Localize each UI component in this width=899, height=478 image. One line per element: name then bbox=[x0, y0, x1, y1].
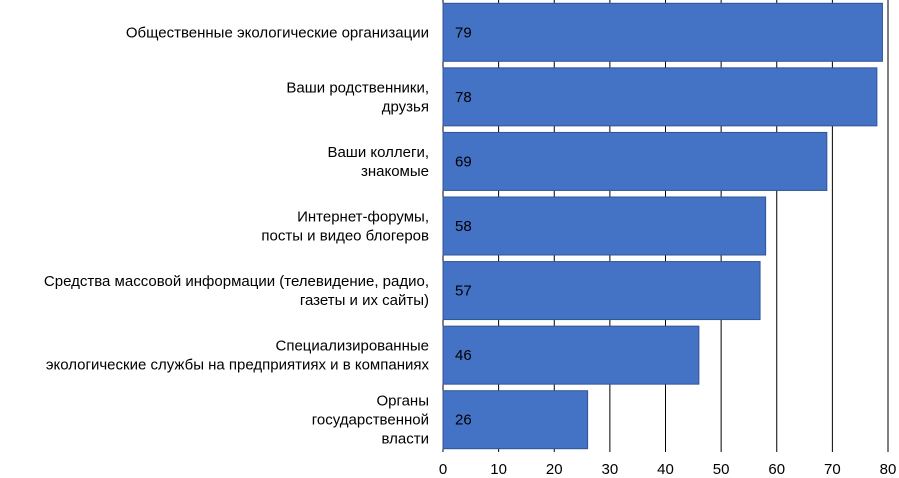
bars bbox=[442, 2, 883, 450]
x-axis-ticks: 0 10 20 30 40 50 60 70 80 bbox=[439, 461, 897, 478]
category-label: Органы государственной власти bbox=[312, 393, 429, 448]
data-label: 69 bbox=[455, 153, 472, 170]
x-tick-label: 10 bbox=[490, 461, 507, 478]
data-label: 46 bbox=[455, 347, 472, 364]
bar bbox=[442, 131, 828, 191]
x-tick-label: 70 bbox=[824, 461, 841, 478]
x-tick-label: 40 bbox=[657, 461, 674, 478]
x-tick-label: 50 bbox=[713, 461, 730, 478]
data-label: 58 bbox=[455, 218, 472, 235]
x-tick-label: 60 bbox=[768, 461, 785, 478]
x-tick-label: 20 bbox=[546, 461, 563, 478]
data-labels: 79 78 69 58 57 46 26 bbox=[455, 24, 472, 428]
bar bbox=[442, 67, 878, 127]
bar bbox=[442, 325, 700, 385]
bar bbox=[442, 261, 761, 321]
bar bbox=[442, 196, 767, 256]
x-tick-label: 30 bbox=[602, 461, 619, 478]
x-tick-label: 0 bbox=[439, 461, 447, 478]
data-label: 26 bbox=[455, 412, 472, 429]
category-labels: Общественные экологические организации Ва… bbox=[44, 24, 430, 447]
category-label: Ваши коллеги, знакомые bbox=[327, 144, 429, 180]
category-label: Интернет-форумы, посты и видео блогеров bbox=[261, 209, 429, 245]
bar bbox=[442, 390, 589, 450]
category-label: Специализированные экологические службы н… bbox=[46, 338, 430, 374]
category-label: Средства массовой информации (телевидени… bbox=[44, 273, 429, 309]
data-label: 78 bbox=[455, 89, 472, 106]
data-label: 79 bbox=[455, 24, 472, 41]
x-tick-label: 80 bbox=[880, 461, 897, 478]
data-label: 57 bbox=[455, 283, 472, 300]
bar bbox=[442, 2, 883, 62]
category-label: Ваши родственники, друзья bbox=[286, 79, 429, 115]
category-label: Общественные экологические организации bbox=[126, 24, 429, 41]
